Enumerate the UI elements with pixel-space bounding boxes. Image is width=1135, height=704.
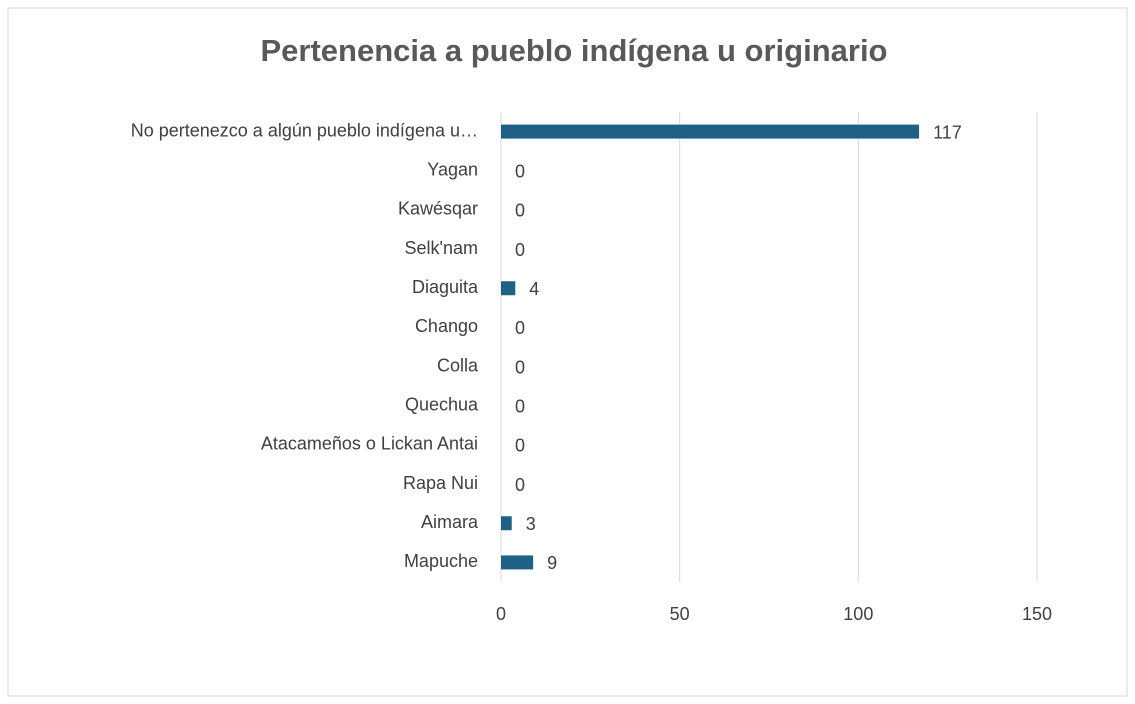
y-tick-label: Mapuche: [404, 551, 478, 571]
data-label: 0: [515, 397, 525, 417]
y-tick-label: Selk'nam: [405, 238, 478, 258]
data-label: 3: [526, 514, 536, 534]
x-tick-label: 100: [843, 604, 873, 624]
y-tick-label: Aimara: [421, 512, 479, 532]
y-tick-label: Colla: [437, 355, 479, 375]
y-tick-label: Chango: [415, 316, 478, 336]
y-tick-label: Rapa Nui: [403, 473, 478, 493]
x-tick-label: 0: [496, 604, 506, 624]
data-label: 0: [515, 357, 525, 377]
x-tick-label: 50: [670, 604, 690, 624]
y-tick-label: Diaguita: [412, 277, 479, 297]
bar: [501, 516, 512, 531]
data-label: 0: [515, 475, 525, 495]
data-label: 4: [529, 279, 539, 299]
data-label: 0: [515, 240, 525, 260]
data-label: 117: [933, 122, 962, 142]
y-tick-label: No pertenezco a algún pueblo indígena u…: [131, 120, 478, 140]
y-tick-label: Atacameños o Lickan Antai: [261, 434, 478, 454]
data-label: 0: [515, 318, 525, 338]
bar: [501, 124, 920, 139]
bar: [501, 281, 516, 296]
x-tick-label: 150: [1022, 604, 1052, 624]
data-label: 9: [547, 553, 557, 573]
data-label: 0: [515, 162, 525, 182]
y-tick-label: Yagan: [427, 160, 478, 180]
data-label: 0: [515, 201, 525, 221]
y-tick-label: Quechua: [405, 395, 479, 415]
bar: [501, 555, 534, 570]
chart-title: Pertenencia a pueblo indígena u originar…: [261, 33, 888, 68]
y-tick-label: Kawésqar: [398, 199, 478, 219]
chart-border: [7, 7, 1128, 697]
data-label: 0: [515, 436, 525, 456]
